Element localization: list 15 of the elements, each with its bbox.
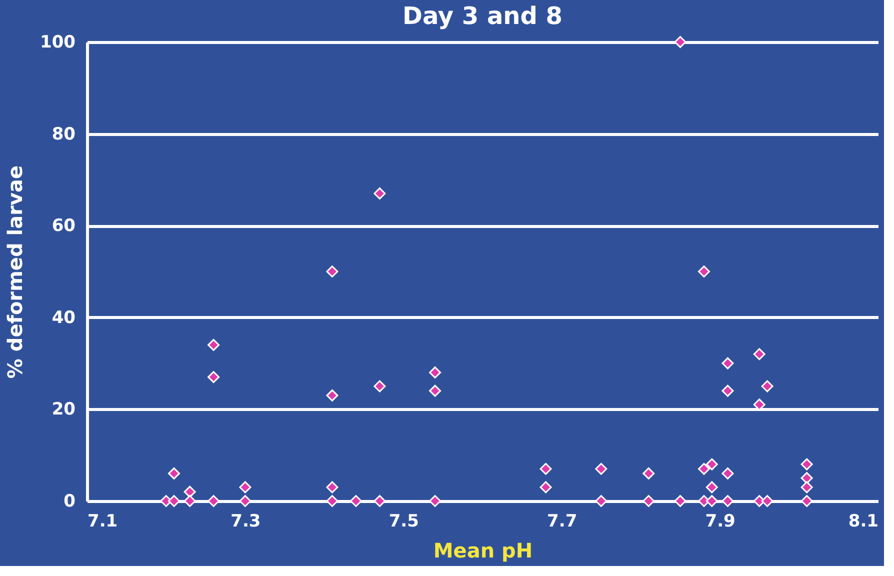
- y-tick-label: 40: [52, 308, 76, 328]
- x-tick-label: 7.9: [705, 512, 736, 532]
- x-tick-label: 7.5: [388, 512, 419, 532]
- y-axis-title: % deformed larvae: [3, 165, 28, 379]
- x-tick-label: 8.1: [848, 512, 878, 532]
- y-tick-label: 20: [52, 400, 76, 420]
- y-tick-label: 60: [52, 216, 76, 236]
- y-tick-label: 100: [40, 32, 76, 52]
- y-tick-label: 0: [64, 492, 76, 512]
- y-tick-label: 80: [52, 124, 76, 144]
- x-tick-label: 7.1: [88, 512, 118, 532]
- x-axis-title: Mean pH: [433, 538, 533, 562]
- x-tick-label: 7.3: [230, 512, 261, 532]
- chart-title: Day 3 and 8: [402, 2, 562, 30]
- x-tick-label: 7.7: [547, 512, 578, 532]
